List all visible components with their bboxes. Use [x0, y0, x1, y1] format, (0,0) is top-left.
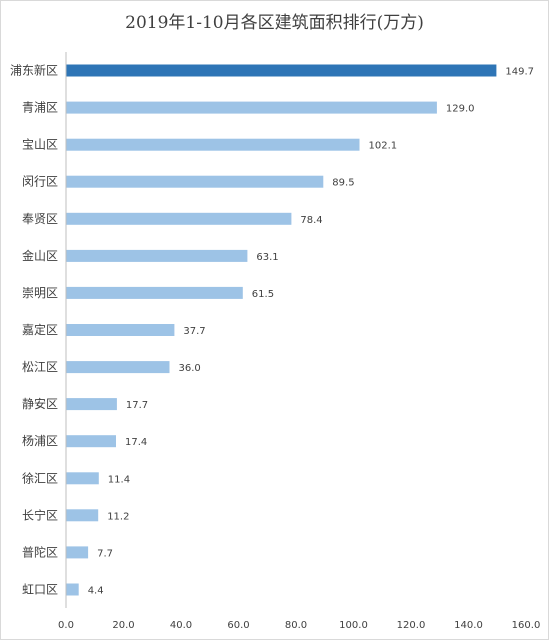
category-label: 宝山区	[22, 138, 58, 152]
category-label: 青浦区	[22, 101, 58, 115]
x-tick-label: 40.0	[170, 620, 192, 631]
bar	[66, 138, 360, 151]
category-label: 崇明区	[22, 286, 58, 300]
x-tick-label: 80.0	[285, 620, 307, 631]
category-label: 闵行区	[22, 174, 58, 189]
bar	[66, 435, 116, 448]
value-label: 7.7	[97, 548, 113, 559]
x-tick-label: 60.0	[227, 620, 249, 631]
bar	[66, 472, 99, 485]
x-tick-label: 20.0	[112, 620, 134, 631]
category-label: 杨浦区	[22, 433, 58, 448]
category-label: 静安区	[22, 396, 58, 411]
category-label: 嘉定区	[22, 322, 58, 337]
bar	[66, 509, 99, 522]
value-label: 17.7	[126, 400, 148, 411]
value-label: 78.4	[300, 215, 322, 226]
category-label: 浦东新区	[10, 63, 58, 78]
x-tick-label: 100.0	[339, 620, 368, 631]
x-tick-label: 140.0	[454, 620, 483, 631]
category-label: 徐汇区	[22, 470, 58, 485]
value-label: 11.4	[108, 474, 130, 485]
category-label: 奉贤区	[22, 212, 58, 226]
value-label: 61.5	[252, 289, 274, 300]
bar	[66, 583, 79, 596]
bar	[66, 324, 175, 336]
category-label: 虹口区	[22, 583, 58, 597]
value-label: 149.7	[505, 67, 534, 78]
category-label: 长宁区	[22, 507, 58, 522]
chart-title: 2019年1-10月各区建筑面积排行(万方)	[125, 13, 424, 33]
bar	[66, 249, 248, 262]
bar	[66, 286, 243, 299]
bar	[66, 361, 170, 374]
value-label: 129.0	[446, 104, 475, 115]
bar	[66, 398, 117, 411]
x-tick-label: 160.0	[512, 620, 541, 631]
value-label: 36.0	[179, 363, 201, 374]
bar	[66, 64, 497, 77]
category-label: 普陀区	[22, 544, 58, 559]
value-label: 102.1	[369, 141, 398, 152]
bar	[66, 546, 89, 559]
bar	[66, 175, 324, 188]
value-label: 4.4	[88, 586, 104, 597]
x-axis-ticks: 0.0 20.0 40.0 60.0 80.0 100.0 120.0 140.0 160.0	[58, 620, 540, 631]
value-label: 11.2	[107, 511, 129, 522]
category-label: 金山区	[22, 248, 58, 263]
value-label: 63.1	[256, 252, 278, 263]
x-tick-label: 0.0	[58, 620, 74, 631]
x-tick-label: 120.0	[397, 620, 426, 631]
value-label: 17.4	[125, 437, 147, 448]
bars-layer: 浦东新区 149.7 青浦区 129.0 宝山区 102.1 闵行区 89.5 奉贤区 78.4 金…	[10, 63, 534, 597]
value-label: 89.5	[332, 178, 354, 189]
bar	[66, 212, 292, 225]
bar	[66, 101, 437, 114]
value-label: 37.7	[183, 326, 205, 337]
category-label: 松江区	[22, 360, 58, 374]
